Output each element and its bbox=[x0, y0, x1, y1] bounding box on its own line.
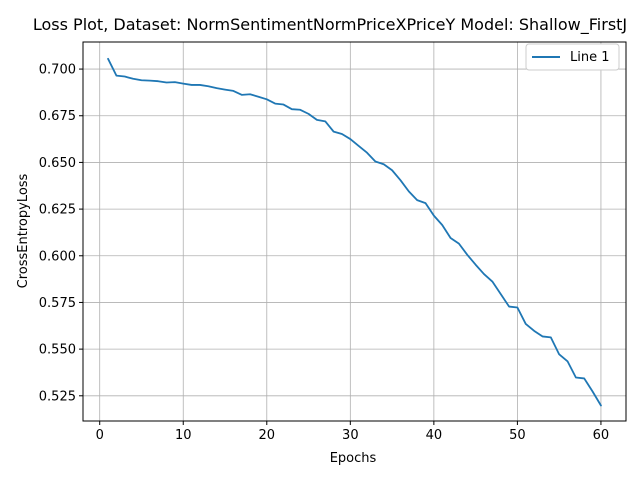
y-tick-label: 0.650 bbox=[39, 156, 76, 171]
y-axis-ticks: 0.525 0.550 0.575 0.600 0.625 0.650 0.675 0.700 bbox=[39, 63, 83, 404]
y-tick-label: 0.550 bbox=[39, 343, 76, 358]
y-axis-label: CrossEntropyLoss bbox=[16, 173, 31, 288]
x-tick-label: 50 bbox=[509, 428, 526, 443]
plot-frame bbox=[82, 41, 627, 422]
x-tick-label: 60 bbox=[593, 428, 610, 443]
y-tick-label: 0.675 bbox=[39, 109, 76, 124]
y-tick-label: 0.575 bbox=[39, 296, 76, 311]
x-tick-label: 40 bbox=[426, 428, 443, 443]
x-tick-label: 30 bbox=[342, 428, 359, 443]
x-tick-label: 20 bbox=[259, 428, 276, 443]
legend-label: Line 1 bbox=[570, 50, 610, 65]
grid bbox=[83, 42, 626, 421]
y-tick-label: 0.625 bbox=[39, 203, 76, 218]
x-tick-label: 10 bbox=[175, 428, 192, 443]
y-tick-label: 0.525 bbox=[39, 389, 76, 404]
x-tick-label: 0 bbox=[96, 428, 104, 443]
x-axis-ticks: 0 10 20 30 40 50 60 bbox=[96, 421, 610, 443]
y-tick-label: 0.700 bbox=[39, 63, 76, 78]
series-line bbox=[107, 57, 602, 407]
series-layer bbox=[107, 57, 602, 407]
legend: Line 1 bbox=[525, 43, 620, 71]
y-tick-label: 0.600 bbox=[39, 249, 76, 264]
x-axis-label: Epochs bbox=[330, 451, 377, 466]
chart-title: Loss Plot, Dataset: NormSentimentNormPri… bbox=[33, 15, 627, 35]
legend-box bbox=[525, 43, 620, 71]
